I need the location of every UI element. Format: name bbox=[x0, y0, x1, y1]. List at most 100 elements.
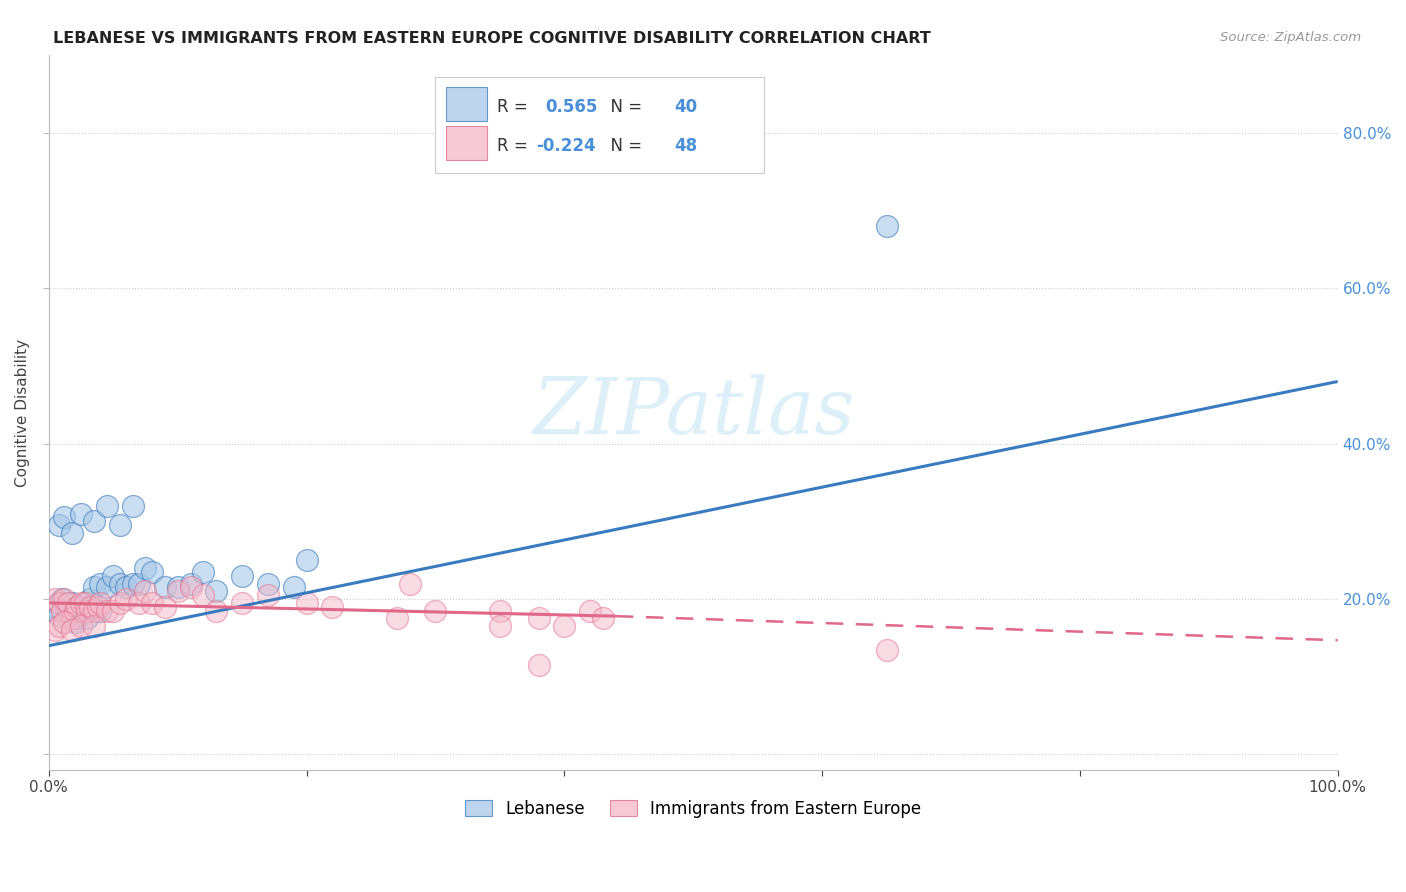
Point bbox=[53, 592, 76, 607]
Point bbox=[166, 581, 188, 595]
Point bbox=[489, 604, 512, 618]
Point bbox=[103, 604, 125, 618]
Legend: Lebanese, Immigrants from Eastern Europe: Lebanese, Immigrants from Eastern Europe bbox=[457, 791, 929, 826]
Point bbox=[128, 596, 150, 610]
Point bbox=[108, 596, 131, 610]
Point bbox=[66, 599, 89, 614]
Point bbox=[76, 611, 98, 625]
Point bbox=[70, 599, 93, 614]
FancyBboxPatch shape bbox=[436, 77, 763, 173]
Point bbox=[83, 514, 105, 528]
Point bbox=[121, 576, 143, 591]
Point bbox=[70, 596, 93, 610]
Point bbox=[73, 596, 96, 610]
Point bbox=[385, 611, 408, 625]
Point bbox=[79, 592, 101, 607]
Point bbox=[48, 619, 70, 633]
Point bbox=[141, 596, 163, 610]
Point bbox=[180, 576, 202, 591]
Point bbox=[128, 576, 150, 591]
Point bbox=[180, 581, 202, 595]
Point bbox=[48, 518, 70, 533]
Point bbox=[89, 604, 111, 618]
Point bbox=[283, 581, 305, 595]
Point bbox=[295, 553, 318, 567]
Point bbox=[48, 607, 70, 622]
Text: ZIPatlas: ZIPatlas bbox=[531, 375, 855, 450]
Text: 40: 40 bbox=[673, 98, 697, 117]
Text: R =: R = bbox=[498, 98, 533, 117]
Point bbox=[193, 588, 215, 602]
Point bbox=[592, 611, 614, 625]
Point bbox=[83, 619, 105, 633]
Point bbox=[76, 604, 98, 618]
Point bbox=[53, 615, 76, 630]
Point bbox=[115, 581, 138, 595]
Point bbox=[83, 581, 105, 595]
Point bbox=[153, 581, 176, 595]
Point bbox=[89, 596, 111, 610]
Point bbox=[141, 565, 163, 579]
Point bbox=[527, 611, 550, 625]
Point bbox=[96, 604, 118, 618]
Point bbox=[321, 599, 343, 614]
Point bbox=[579, 604, 602, 618]
Point bbox=[60, 526, 83, 541]
Point bbox=[70, 507, 93, 521]
FancyBboxPatch shape bbox=[446, 126, 486, 160]
Point bbox=[425, 604, 447, 618]
Point bbox=[134, 561, 156, 575]
Point bbox=[231, 568, 253, 582]
Point bbox=[527, 658, 550, 673]
Point bbox=[876, 219, 898, 233]
Point bbox=[53, 510, 76, 524]
Point bbox=[193, 565, 215, 579]
Point bbox=[398, 576, 420, 591]
Text: 48: 48 bbox=[673, 137, 697, 155]
Text: N =: N = bbox=[600, 98, 648, 117]
Point bbox=[205, 584, 228, 599]
Point bbox=[108, 518, 131, 533]
Point bbox=[134, 584, 156, 599]
Point bbox=[56, 596, 79, 610]
Point bbox=[115, 592, 138, 607]
Point bbox=[70, 619, 93, 633]
Point bbox=[44, 623, 66, 637]
Text: LEBANESE VS IMMIGRANTS FROM EASTERN EUROPE COGNITIVE DISABILITY CORRELATION CHAR: LEBANESE VS IMMIGRANTS FROM EASTERN EURO… bbox=[53, 31, 931, 46]
Point bbox=[153, 599, 176, 614]
Text: 0.565: 0.565 bbox=[546, 98, 598, 117]
Point bbox=[257, 576, 280, 591]
Point bbox=[96, 499, 118, 513]
Point bbox=[96, 581, 118, 595]
Point bbox=[121, 499, 143, 513]
Point bbox=[60, 596, 83, 610]
Point bbox=[44, 599, 66, 614]
Point bbox=[60, 611, 83, 625]
Point bbox=[257, 588, 280, 602]
Point bbox=[51, 604, 73, 618]
Point bbox=[63, 604, 86, 618]
Text: R =: R = bbox=[498, 137, 533, 155]
Point bbox=[63, 615, 86, 630]
Y-axis label: Cognitive Disability: Cognitive Disability bbox=[15, 338, 30, 487]
FancyBboxPatch shape bbox=[446, 87, 486, 121]
Point bbox=[489, 619, 512, 633]
Point bbox=[48, 596, 70, 610]
Point bbox=[56, 604, 79, 618]
Text: N =: N = bbox=[600, 137, 648, 155]
Point bbox=[166, 584, 188, 599]
Point bbox=[60, 623, 83, 637]
Point bbox=[553, 619, 575, 633]
Point bbox=[89, 576, 111, 591]
Point bbox=[83, 604, 105, 618]
Point bbox=[103, 568, 125, 582]
Point bbox=[51, 592, 73, 607]
Point bbox=[87, 599, 110, 614]
Point bbox=[876, 642, 898, 657]
Point bbox=[231, 596, 253, 610]
Text: -0.224: -0.224 bbox=[536, 137, 596, 155]
Point bbox=[73, 604, 96, 618]
Point bbox=[205, 604, 228, 618]
Text: Source: ZipAtlas.com: Source: ZipAtlas.com bbox=[1220, 31, 1361, 45]
Point bbox=[79, 599, 101, 614]
